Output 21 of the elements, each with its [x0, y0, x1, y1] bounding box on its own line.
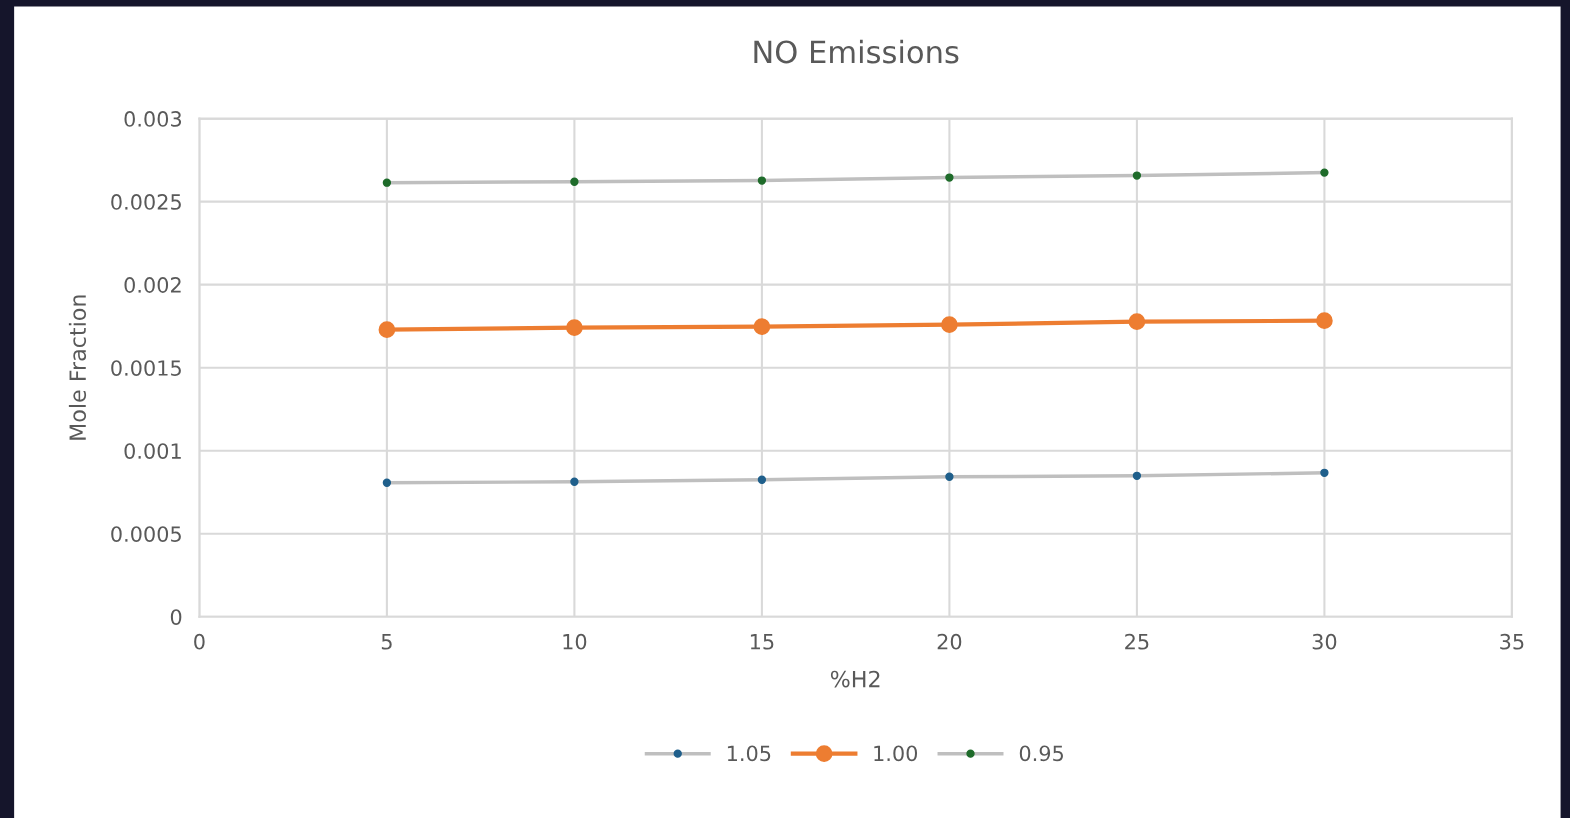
legend-label: 0.95	[1019, 745, 1063, 762]
x-tick-label: 5	[381, 634, 392, 650]
y-tick-label: 0.001	[124, 443, 181, 459]
x-axis-title: %H2	[830, 670, 880, 688]
y-tick-label: 0.003	[124, 111, 182, 127]
y-tick-label: 0.0005	[111, 526, 181, 542]
chart-title: NO Emissions	[754, 39, 959, 64]
x-tick-label: 30	[1312, 633, 1337, 650]
x-tick-label: 20	[937, 633, 962, 650]
x-tick-label: 25	[1125, 633, 1149, 650]
x-tick-label: 35	[1500, 633, 1524, 650]
y-tick-label: 0.002	[124, 277, 181, 293]
y-axis-title: Mole Fraction	[68, 295, 87, 440]
x-tick-label: 10	[563, 633, 587, 650]
y-tick-label: 0.0025	[111, 194, 181, 210]
y-tick-label: 0.0015	[111, 360, 181, 376]
x-tick-label: 15	[750, 634, 774, 650]
legend-label: 1.05	[727, 745, 771, 762]
y-tick-label: 0	[170, 609, 182, 625]
x-tick-label: 0	[194, 633, 205, 650]
legend-label: 1.00	[874, 745, 918, 762]
